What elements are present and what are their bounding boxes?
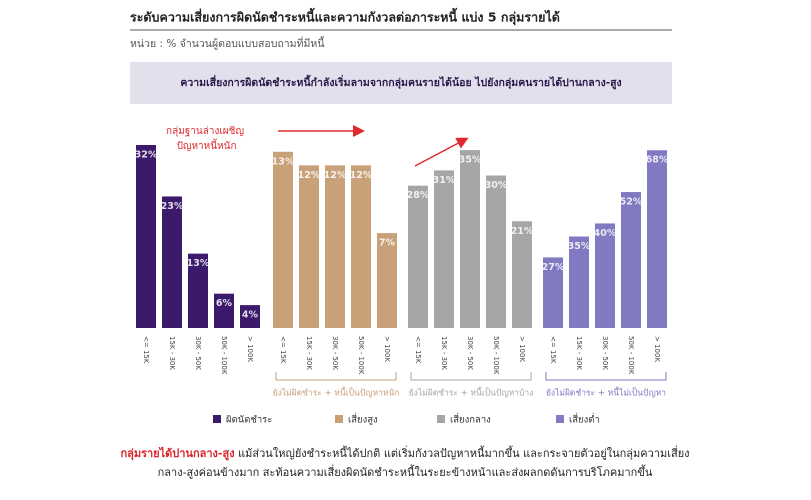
value-label: 13% bbox=[187, 258, 210, 269]
value-label: 23% bbox=[161, 201, 184, 212]
bracket bbox=[545, 372, 667, 381]
bar bbox=[569, 236, 589, 328]
x-tick-label: > 100K bbox=[653, 336, 661, 362]
footer-text: แม้ส่วนใหญ่ยังชำระหนี้ได้ปกติ แต่เริ่มกั… bbox=[157, 447, 690, 479]
x-tick-label: 15K - 30K bbox=[440, 336, 448, 370]
value-label: 30% bbox=[485, 180, 508, 191]
legend-swatch bbox=[335, 415, 343, 423]
bar bbox=[647, 150, 667, 328]
x-tick-label: 30K - 50K bbox=[331, 336, 339, 370]
bar bbox=[325, 165, 345, 328]
bar bbox=[299, 165, 319, 328]
x-tick-label: <= 15K bbox=[549, 336, 557, 364]
bar bbox=[543, 257, 563, 328]
bar bbox=[351, 165, 371, 328]
value-label: 35% bbox=[568, 241, 591, 252]
legend-label: เสี่ยงต่ำ bbox=[569, 413, 600, 426]
value-label: 12% bbox=[350, 170, 373, 181]
value-label: 40% bbox=[594, 228, 617, 239]
bar bbox=[162, 196, 182, 328]
x-tick-label: <= 15K bbox=[414, 336, 422, 364]
x-tick-label: 50K - 100K bbox=[627, 336, 635, 375]
x-tick-label: 15K - 30K bbox=[168, 336, 176, 370]
chart-title: ระดับความเสี่ยงการผิดนัดชำระหนี้และความก… bbox=[130, 8, 560, 26]
trend-arrow bbox=[414, 137, 469, 167]
value-label: 35% bbox=[459, 155, 482, 166]
bar bbox=[377, 233, 397, 328]
value-label: 31% bbox=[433, 175, 456, 186]
footer-note: กลุ่มรายได้ปานกลาง-สูง แม้ส่วนใหญ่ยังชำร… bbox=[120, 444, 690, 482]
bar bbox=[188, 253, 208, 328]
bracket-label: ยังไม่ผิดชำระ + หนี้ไม่เป็นปัญหา bbox=[546, 387, 666, 399]
bracket bbox=[410, 372, 532, 381]
x-tick-label: 30K - 50K bbox=[194, 336, 202, 370]
legend-swatch bbox=[437, 415, 445, 423]
bar bbox=[512, 221, 532, 328]
value-label: 12% bbox=[298, 170, 321, 181]
bracket-label: ยังไม่ผิดชำระ + หนี้เป็นปัญหาหนัก bbox=[273, 387, 400, 399]
value-label: 27% bbox=[542, 262, 565, 273]
x-tick-label: 50K - 100K bbox=[492, 336, 500, 375]
bar bbox=[486, 175, 506, 328]
x-tick-label: 30K - 50K bbox=[601, 336, 609, 370]
annotation: กลุ่มฐานล่างเผชิญ ปัญหาหนี้หนัก bbox=[166, 126, 244, 152]
x-tick-label: <= 15K bbox=[279, 336, 287, 364]
x-tick-label: > 100K bbox=[518, 336, 526, 362]
bar bbox=[408, 185, 428, 328]
bar bbox=[273, 151, 293, 328]
legend-swatch bbox=[556, 415, 564, 423]
x-tick-label: <= 15K bbox=[142, 336, 150, 364]
bar bbox=[240, 305, 260, 328]
value-label: 6% bbox=[216, 298, 233, 309]
legend-label: เสี่ยงสูง bbox=[348, 413, 378, 426]
x-tick-label: 15K - 30K bbox=[305, 336, 313, 370]
value-label: 12% bbox=[324, 170, 347, 181]
bar bbox=[460, 150, 480, 328]
bar bbox=[621, 192, 641, 328]
chart: ระดับความเสี่ยงการผิดนัดชำระหนี้และความก… bbox=[130, 8, 672, 426]
value-label: 4% bbox=[242, 310, 259, 321]
banner-box bbox=[130, 62, 672, 104]
value-label: 52% bbox=[620, 197, 643, 208]
value-label: 13% bbox=[272, 156, 295, 167]
bar bbox=[214, 293, 234, 328]
value-label: 21% bbox=[511, 226, 534, 237]
banner: ความเสี่ยงการผิดนัดชำระหนี้กำลังเริ่มลาม… bbox=[180, 74, 621, 90]
x-tick-label: 50K - 100K bbox=[220, 336, 228, 375]
legend-label: ผิดนัดชำระ bbox=[226, 415, 273, 426]
bar bbox=[136, 145, 156, 328]
x-tick-label: > 100K bbox=[246, 336, 254, 362]
value-label: 32% bbox=[135, 150, 158, 161]
value-label: 28% bbox=[407, 190, 430, 201]
bar bbox=[595, 223, 615, 328]
bracket-label: ยังไม่ผิดชำระ + หนี้เป็นปัญหาบ้าง bbox=[409, 387, 534, 399]
value-label: 7% bbox=[379, 238, 396, 249]
bar bbox=[434, 170, 454, 328]
value-label: 68% bbox=[646, 155, 669, 166]
legend-swatch bbox=[213, 415, 221, 423]
x-tick-label: 15K - 30K bbox=[575, 336, 583, 370]
legend-label: เสี่ยงกลาง bbox=[450, 413, 491, 426]
bracket bbox=[275, 372, 397, 381]
footer-highlight: กลุ่มรายได้ปานกลาง-สูง bbox=[120, 447, 235, 460]
x-tick-label: 30K - 50K bbox=[466, 336, 474, 370]
x-tick-label: > 100K bbox=[383, 336, 391, 362]
unit: หน่วย : % จำนวนผู้ตอบแบบสอบถามที่มีหนี้ bbox=[130, 36, 325, 50]
x-tick-label: 50K - 100K bbox=[357, 336, 365, 375]
